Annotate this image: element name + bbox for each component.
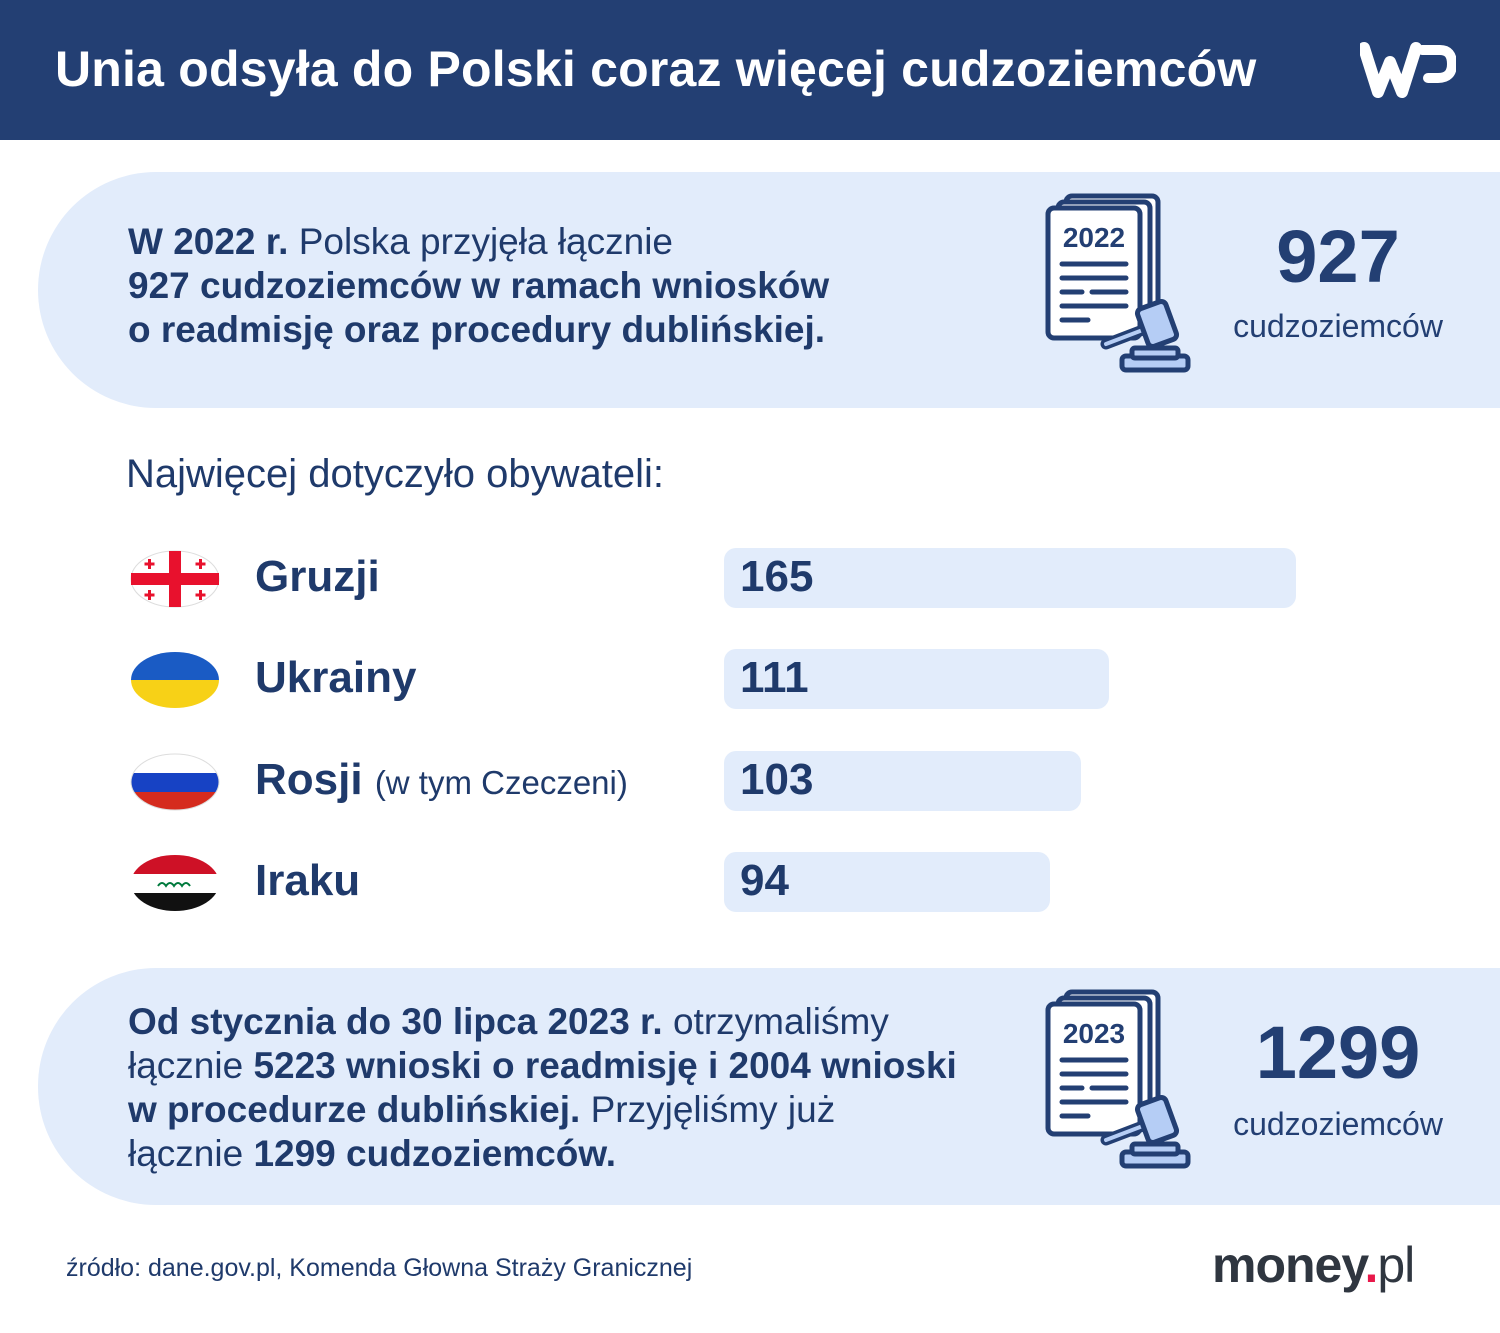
text-line: 927 cudzoziemców w ramach wniosków — [128, 264, 829, 308]
brand-main: money — [1212, 1237, 1365, 1293]
bar — [724, 852, 1050, 912]
header: Unia odsyła do Polski coraz więcej cudzo… — [0, 0, 1500, 140]
text-line: W 2022 r. Polska przyjęła łącznie — [128, 220, 829, 264]
summary-2022-text: W 2022 r. Polska przyjęła łącznie 927 cud… — [128, 220, 829, 352]
text-line: Od stycznia do 30 lipca 2023 r. otrzymal… — [128, 1000, 957, 1044]
bar-row-georgia: Gruzji 165 — [0, 548, 1500, 610]
country-name: Ukrainy — [255, 653, 417, 702]
text-segment: Przyjęliśmy już — [580, 1089, 836, 1130]
russia-flag-icon — [130, 753, 220, 811]
icon-year: 2022 — [1063, 222, 1125, 253]
text-line: w procedurze dublińskiej. Przyjęliśmy ju… — [128, 1088, 957, 1132]
bar — [724, 548, 1296, 608]
summary-2022-panel: W 2022 r. Polska przyjęła łącznie 927 cud… — [38, 172, 1500, 408]
text-line: o readmisję oraz procedury dublińskiej. — [128, 308, 829, 352]
wp-logo — [1360, 42, 1456, 98]
bar-value-label: 165 — [740, 552, 814, 601]
chart-subtitle: Najwięcej dotyczyło obywateli: — [126, 452, 665, 496]
country-name: Iraku — [255, 856, 361, 905]
bar-value-label: 103 — [740, 755, 814, 804]
text-segment: Polska przyjęła łącznie — [288, 221, 673, 262]
bold-text-segment: W 2022 r. — [128, 221, 289, 262]
bar-value-label: 94 — [740, 856, 789, 905]
text-segment: łącznie — [128, 1133, 254, 1174]
bold-text-segment: 5223 wnioski o readmisję i 2004 wnioski — [253, 1045, 957, 1086]
total-2023-value: 1299 — [1255, 1011, 1421, 1094]
total-2022-unit: cudzoziemców — [1233, 308, 1443, 344]
brand-dot: . — [1364, 1237, 1378, 1293]
bar-value-label: 111 — [740, 653, 809, 702]
bar — [724, 649, 1109, 709]
bold-text-segment: w procedurze dublińskiej. — [128, 1089, 581, 1130]
bar-row-russia: Rosji (w tym Czeczeni) 103 — [0, 751, 1500, 813]
total-2022-value: 927 — [1276, 215, 1400, 298]
bold-text-segment: Od stycznia do 30 lipca 2023 r. — [128, 1001, 663, 1042]
icon-year: 2023 — [1063, 1018, 1125, 1049]
brand-tld: pl — [1377, 1237, 1415, 1293]
document-gavel-icon: 2023 — [1045, 989, 1191, 1169]
text-segment: łącznie — [128, 1045, 254, 1086]
summary-2023-text: Od stycznia do 30 lipca 2023 r. otrzymal… — [128, 1000, 957, 1176]
iraq-flag-icon — [131, 855, 219, 911]
total-2023-unit: cudzoziemców — [1233, 1106, 1443, 1142]
page-title: Unia odsyła do Polski coraz więcej cudzo… — [55, 41, 1257, 97]
country-name: Rosji — [255, 755, 363, 804]
country-label: Gruzji — [255, 552, 380, 602]
bar-row-iraq: Iraku 94 — [0, 852, 1500, 914]
document-gavel-icon: 2022 — [1045, 193, 1191, 373]
ukraine-flag-icon — [131, 652, 219, 708]
summary-2023-panel: Od stycznia do 30 lipca 2023 r. otrzymal… — [38, 968, 1500, 1205]
country-name: Gruzji — [255, 552, 380, 601]
text-line: łącznie 1299 cudzoziemców. — [128, 1132, 957, 1176]
bold-text-segment: 927 cudzoziemców w ramach wniosków — [128, 265, 830, 306]
text-segment: otrzymaliśmy — [662, 1001, 889, 1042]
bold-text-segment: 1299 cudzoziemców. — [253, 1133, 617, 1174]
bar-row-ukraine: Ukrainy 111 — [0, 649, 1500, 711]
bold-text-segment: o readmisję oraz procedury dublińskiej. — [128, 309, 826, 350]
source-note: źródło: dane.gov.pl, Komenda Głowna Stra… — [66, 1254, 693, 1282]
georgia-flag-icon — [130, 550, 220, 608]
country-label: Ukrainy — [255, 653, 416, 703]
country-note: (w tym Czeczeni) — [374, 764, 628, 801]
country-label: Iraku — [255, 856, 360, 906]
money-pl-logo: money.pl — [1212, 1236, 1415, 1294]
bar — [724, 751, 1082, 811]
text-line: łącznie 5223 wnioski o readmisję i 2004 … — [128, 1044, 957, 1088]
country-label: Rosji (w tym Czeczeni) — [255, 755, 628, 805]
